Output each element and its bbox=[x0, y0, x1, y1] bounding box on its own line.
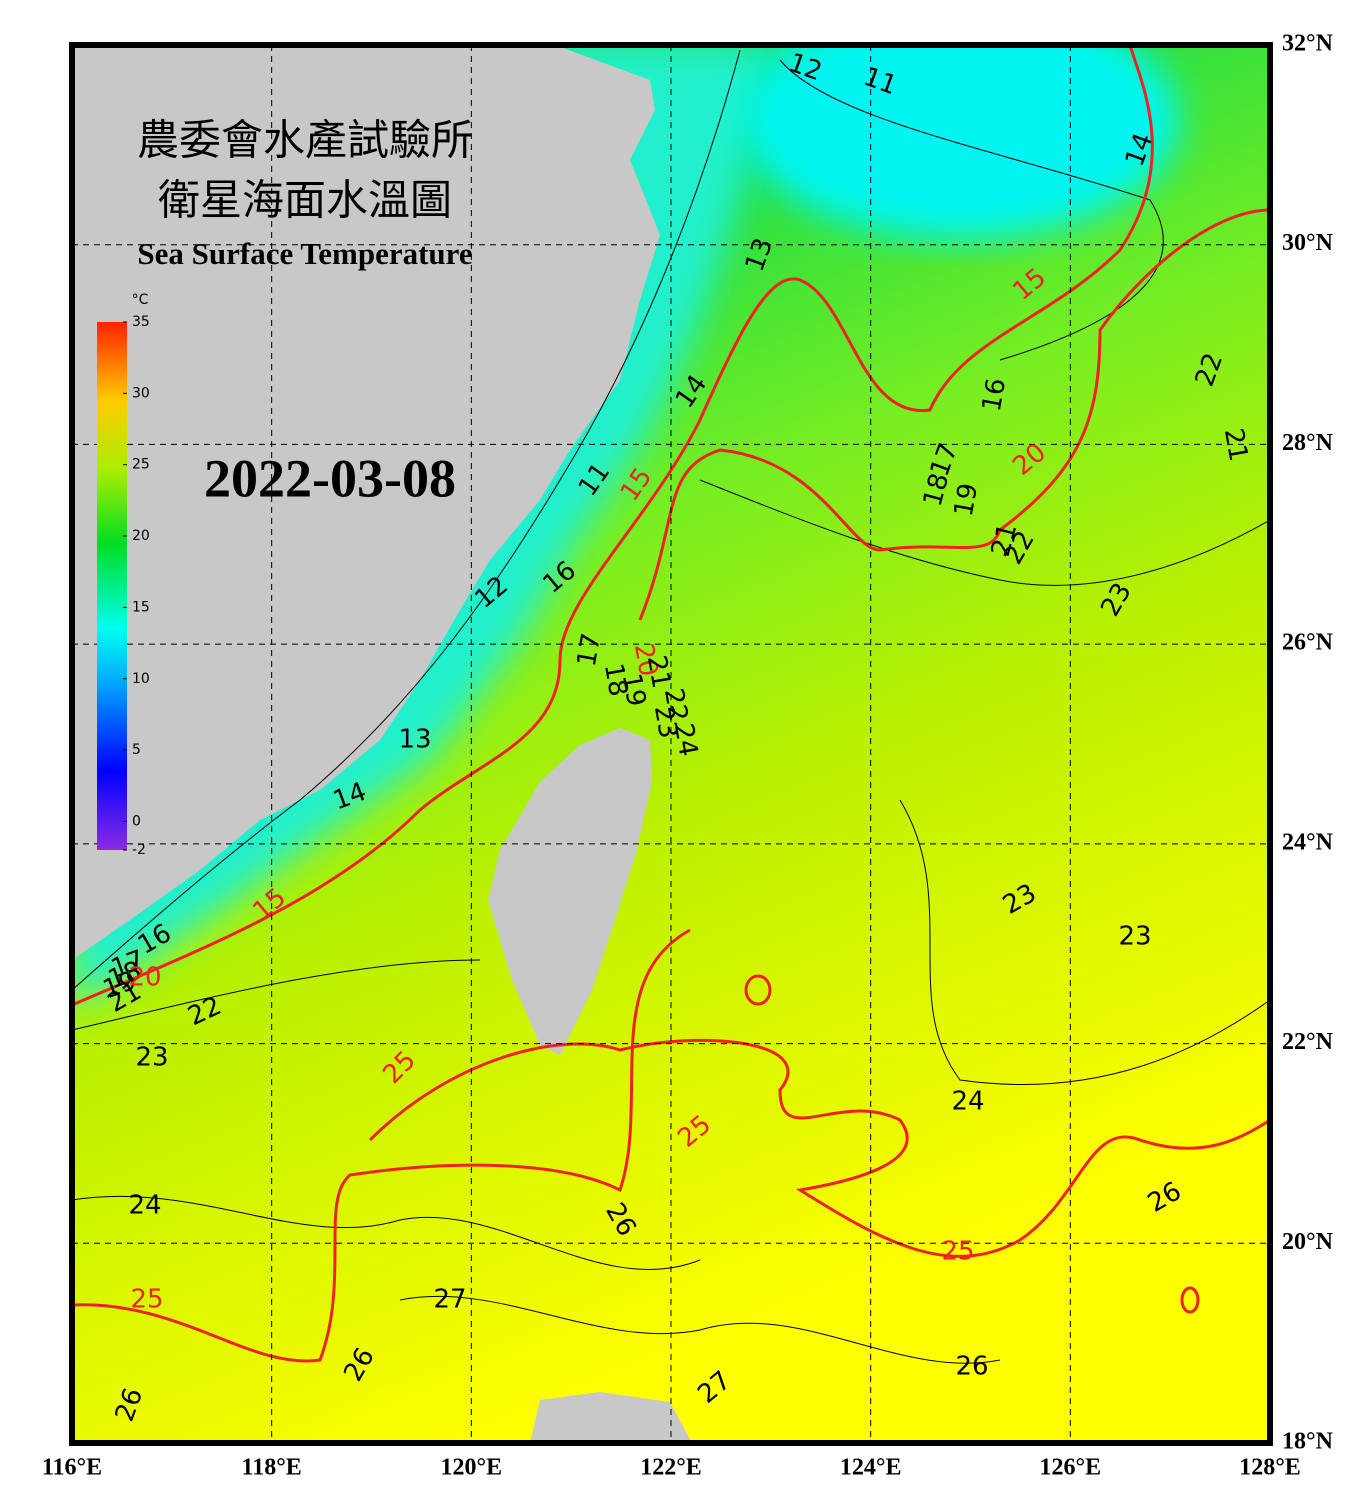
contour-label: 27 bbox=[433, 1285, 466, 1315]
y-tick-label: 28°N bbox=[1282, 430, 1334, 456]
subtitle: Sea Surface Temperature bbox=[137, 236, 472, 271]
y-tick-label: 30°N bbox=[1282, 230, 1334, 256]
contour-label: 13 bbox=[398, 725, 431, 755]
x-tick-label: 126°E bbox=[1040, 1455, 1102, 1481]
graticule bbox=[72, 45, 1270, 1443]
x-tick-label: 120°E bbox=[441, 1455, 503, 1481]
colorbar-unit: °C bbox=[132, 292, 149, 308]
contour-label: 17 bbox=[572, 631, 607, 669]
x-tick-label: 122°E bbox=[640, 1455, 702, 1481]
contour-label: 25 bbox=[941, 1237, 974, 1267]
x-tick-label: 118°E bbox=[242, 1455, 302, 1481]
contour-label: 18 bbox=[598, 661, 633, 699]
contour-lines bbox=[72, 49, 1270, 1364]
title-line: 衛星海面水溫圖 bbox=[158, 179, 452, 225]
contour-label: 24 bbox=[668, 721, 703, 759]
cold-water bbox=[740, 45, 1180, 240]
x-tick-label: 116°E bbox=[42, 1455, 102, 1481]
colorbar-tick-label: 35 bbox=[132, 314, 150, 330]
contour-label: 24 bbox=[128, 1191, 161, 1221]
y-tick-label: 32°N bbox=[1282, 31, 1334, 57]
colorbar-tick-label: 25 bbox=[132, 457, 150, 473]
x-tick-label: 124°E bbox=[840, 1455, 902, 1481]
title-line: 農委會水產試驗所 bbox=[137, 118, 473, 165]
y-tick-label: 20°N bbox=[1282, 1229, 1334, 1255]
colorbar-ticks: -2 0 5 10 15 20 25 30 35 bbox=[123, 314, 150, 858]
date: 2022-03-08 bbox=[204, 448, 456, 508]
contour-label: 19 bbox=[616, 671, 651, 709]
colorbar bbox=[97, 322, 127, 850]
contour-label: 25 bbox=[130, 1285, 163, 1315]
contour-label: 21 bbox=[641, 653, 676, 691]
contour-label: 20 bbox=[128, 963, 161, 993]
y-tick-label: 18°N bbox=[1282, 1429, 1334, 1455]
contour-label: 24 bbox=[951, 1087, 984, 1117]
luzon bbox=[530, 1392, 692, 1443]
colorbar-tick-label: 5 bbox=[132, 742, 141, 758]
contour-label: 21 bbox=[1218, 426, 1253, 464]
colorbar-tick-label: 15 bbox=[132, 599, 150, 615]
mainland bbox=[72, 45, 660, 960]
y-tick-label: 26°N bbox=[1282, 630, 1334, 656]
contour-label: 26 bbox=[955, 1352, 988, 1382]
x-tick-label: 128°E bbox=[1239, 1455, 1301, 1481]
colorbar-tick-label: 10 bbox=[132, 671, 150, 687]
taiwan bbox=[488, 728, 652, 1055]
colorbar-tick-label: 20 bbox=[132, 528, 150, 544]
y-tick-label: 24°N bbox=[1282, 829, 1334, 855]
contour-label: 22 bbox=[658, 686, 693, 724]
y-tick-label: 22°N bbox=[1282, 1029, 1334, 1055]
contour-label: 23 bbox=[1118, 922, 1151, 952]
contour-label: 20 bbox=[628, 641, 663, 679]
colorbar-tick-label: 30 bbox=[132, 385, 150, 401]
contour-label: 16 bbox=[977, 376, 1012, 414]
contour-label: 23 bbox=[648, 703, 683, 741]
contour-label: 23 bbox=[135, 1043, 168, 1073]
colorbar-tick-label: -2 bbox=[132, 842, 146, 858]
colorbar-tick-label: 0 bbox=[132, 813, 141, 829]
map-frame bbox=[69, 42, 1273, 1446]
red-contours bbox=[72, 45, 1270, 1363]
contour-label: 19 bbox=[949, 481, 984, 519]
axis-ticks: 116°E 118°E 120°E 122°E 124°E 126°E 128°E18°N 2… bbox=[42, 31, 1334, 1481]
